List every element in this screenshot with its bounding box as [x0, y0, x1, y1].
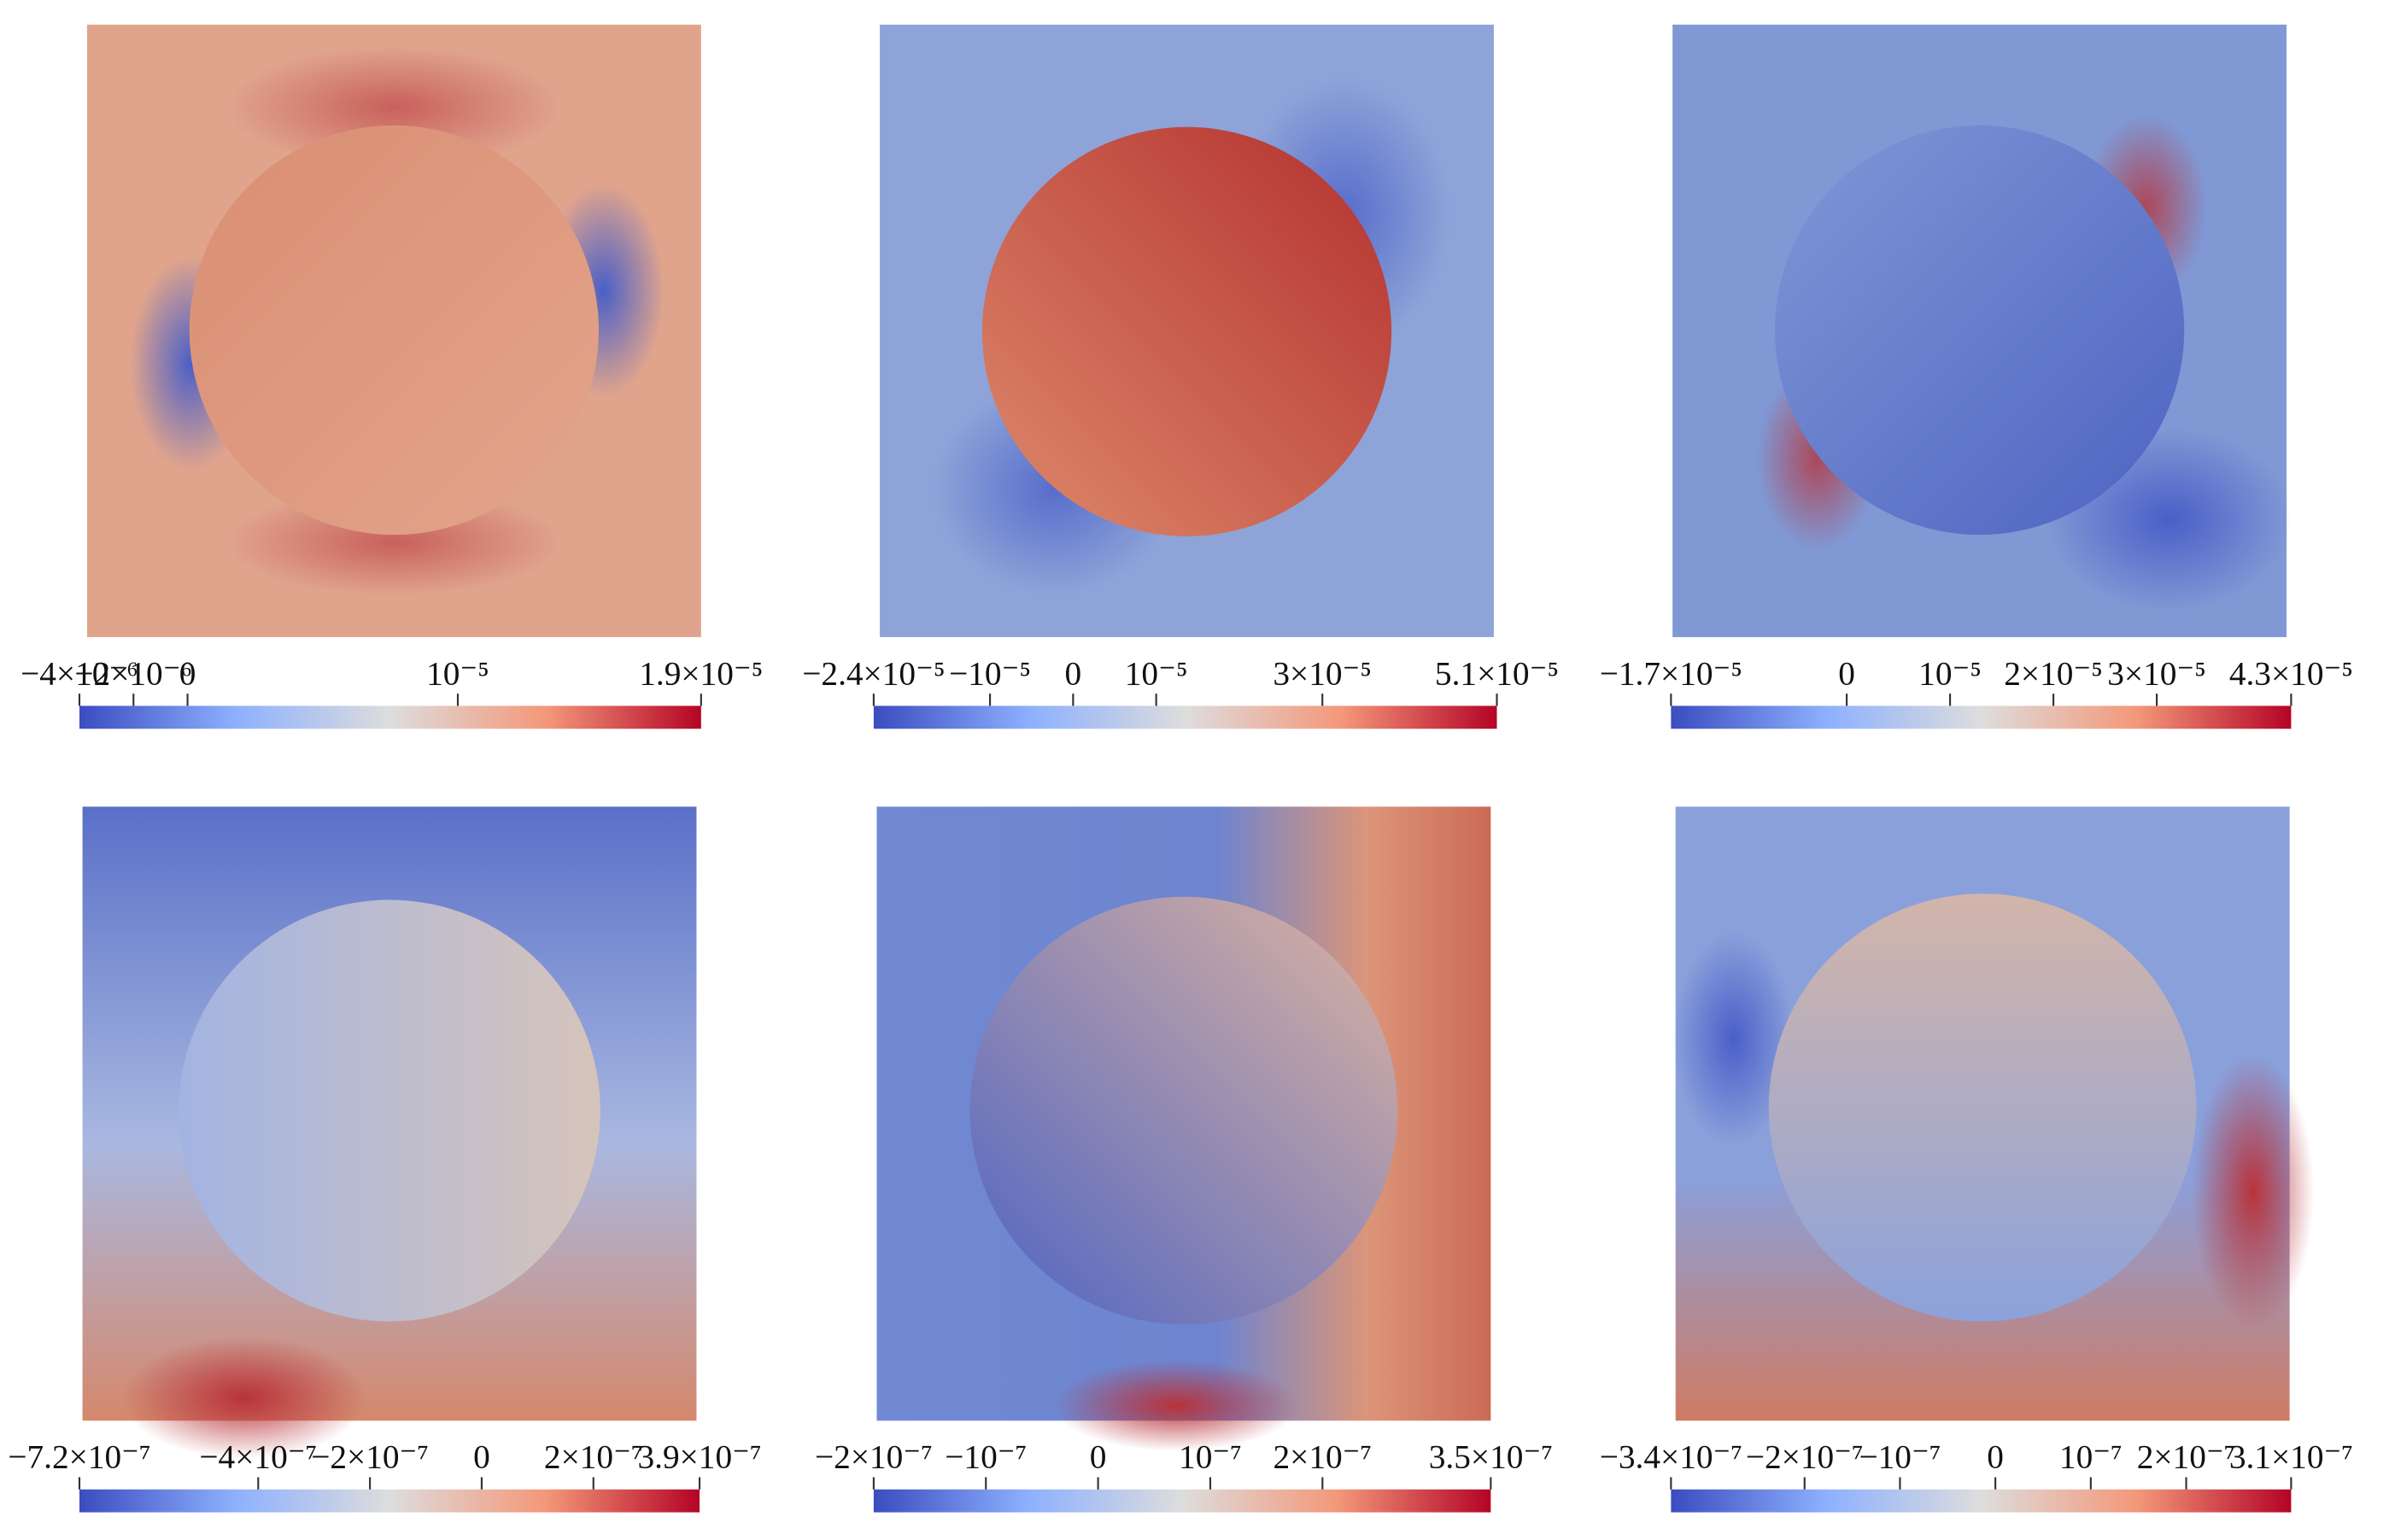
field-panel — [880, 24, 1494, 637]
field-panel — [82, 806, 697, 1460]
colorbar-tick-label: 3×10⁻⁵ — [1273, 654, 1372, 692]
colorbar-tick-label: 10⁻⁵ — [1125, 654, 1188, 692]
colorbar-tick-label: −2×10⁻⁷ — [1746, 1438, 1864, 1476]
field-panel — [1672, 806, 2315, 1421]
colorbar-tick-label: 0 — [1838, 654, 1855, 692]
colorbar — [873, 706, 1497, 729]
colorbar-tick-label: 3.5×10⁻⁷ — [1429, 1438, 1553, 1476]
colorbar-tick-label: 2×10⁻⁷ — [1273, 1438, 1372, 1476]
colorbar-tick-label: 5.1×10⁻⁵ — [1435, 654, 1559, 692]
colorbar-tick-label: 3.9×10⁻⁷ — [637, 1438, 761, 1476]
colorbar-tick-label: −2×10⁻⁶ — [74, 654, 192, 692]
colorbar — [1671, 706, 2292, 729]
field-panel — [876, 806, 1491, 1452]
colorbar-tick-label: −2×10⁻⁷ — [815, 1438, 933, 1476]
field-panel — [1672, 24, 2292, 637]
colorbar-tick-label: 3.1×10⁻⁷ — [2229, 1438, 2353, 1476]
colorbar-tick-label: 2×10⁻⁷ — [544, 1438, 643, 1476]
colorbar — [873, 1489, 1491, 1513]
colorbar-tick-label: −1.7×10⁻⁵ — [1600, 654, 1742, 692]
colorbar-tick-label: −10⁻⁷ — [945, 1438, 1027, 1476]
colorbar-tick-label: −3.4×10⁻⁷ — [1600, 1438, 1742, 1476]
colorbar-tick-label: 0 — [1065, 654, 1082, 692]
colorbar-tick-label: −10⁻⁷ — [1859, 1438, 1941, 1476]
colorbar-tick-label: 4.3×10⁻⁵ — [2229, 654, 2353, 692]
field-panel — [86, 24, 701, 637]
colorbar — [79, 1489, 700, 1513]
colorbar-tick-label: 1.9×10⁻⁵ — [639, 654, 763, 692]
colorbar-tick-label: 2×10⁻⁵ — [2004, 654, 2103, 692]
colorbar-tick-label: 0 — [179, 654, 196, 692]
colorbar-tick-label: 2×10⁻⁷ — [2137, 1438, 2236, 1476]
colorbar-tick-label: 10⁻⁵ — [426, 654, 489, 692]
colorbar-tick-label: 10⁻⁷ — [2059, 1438, 2123, 1476]
colorbar-tick-label: 3×10⁻⁵ — [2107, 654, 2206, 692]
colorbar-tick-label: 10⁻⁷ — [1179, 1438, 1242, 1476]
colorbar-tick-label: −4×10⁻⁷ — [199, 1438, 317, 1476]
colorbar-tick-label: −2.4×10⁻⁵ — [802, 654, 945, 692]
colorbar-tick-label: 0 — [473, 1438, 490, 1476]
colorbar-tick-label: −10⁻⁵ — [949, 654, 1031, 692]
colorbar-tick-label: −4×10⁻⁶ — [20, 654, 138, 692]
colorbar — [79, 706, 701, 729]
colorbar — [1671, 1489, 2292, 1513]
colorbar-tick-label: −2×10⁻⁷ — [311, 1438, 429, 1476]
colorbar-tick-label: 0 — [1987, 1438, 2004, 1476]
colorbar-tick-label: 0 — [1090, 1438, 1107, 1476]
colorbar-tick-label: 10⁻⁵ — [1918, 654, 1982, 692]
colorbar-tick-label: −7.2×10⁻⁷ — [8, 1438, 150, 1476]
